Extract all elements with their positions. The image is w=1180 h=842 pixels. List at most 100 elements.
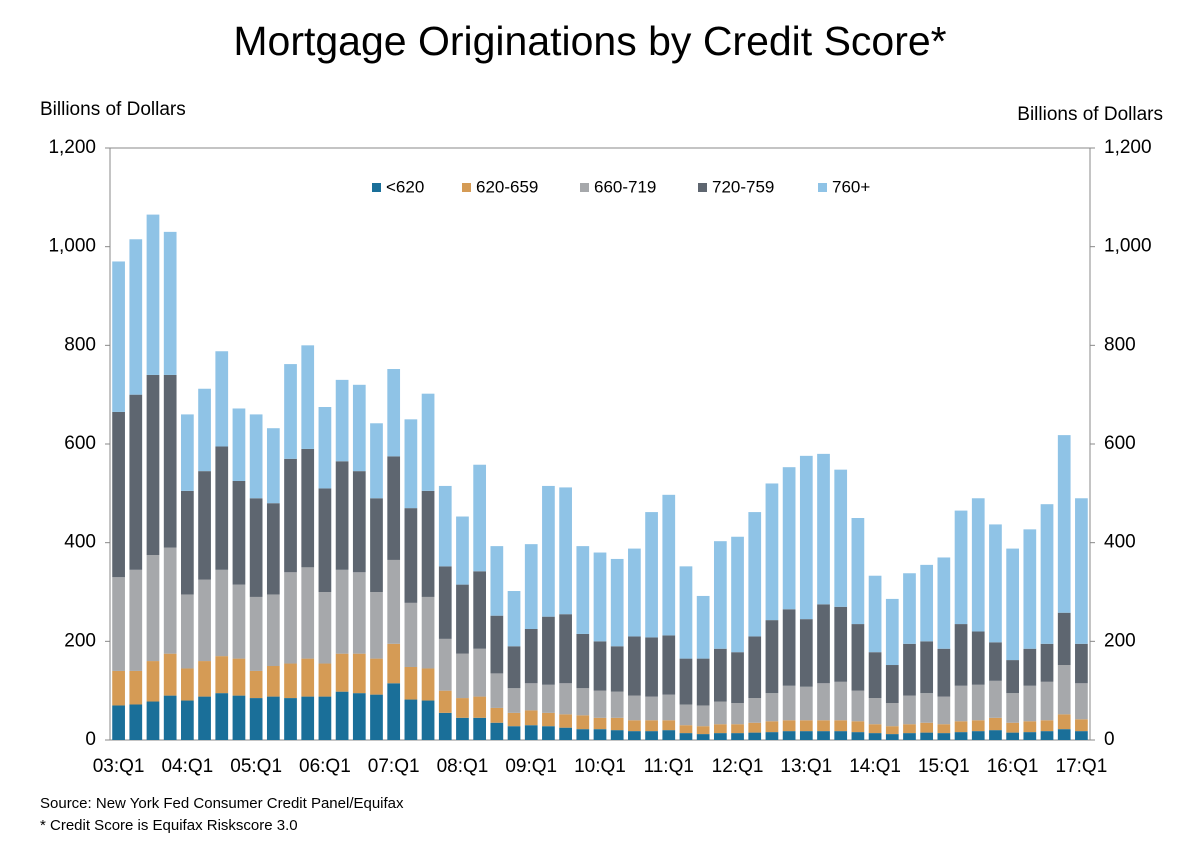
bar-segment (903, 733, 916, 740)
bar-segment (524, 683, 538, 711)
bar-segment (456, 516, 469, 585)
bar-segment (318, 696, 332, 740)
bar-segment (971, 684, 985, 721)
bar-segment (954, 510, 968, 625)
bar-segment (1023, 732, 1037, 740)
bar-segment (387, 456, 401, 560)
bar-segment (473, 571, 487, 649)
bar-segment (232, 695, 246, 740)
bar-segment (868, 575, 882, 653)
bar-segment (438, 638, 452, 691)
bar-segment (851, 732, 865, 740)
bar-segment (370, 658, 383, 695)
bar-segment (576, 715, 590, 730)
bar-segment (748, 698, 762, 723)
bar-segment (679, 704, 693, 726)
bar-segment (1075, 731, 1088, 740)
bar-segment (284, 364, 297, 459)
bar-segment (782, 731, 796, 740)
bar-segment (937, 648, 951, 697)
bar-segment (559, 727, 572, 740)
bar-segment (421, 596, 435, 669)
bar-segment (1006, 732, 1019, 740)
y-axis-label: Billions of Dollars (40, 99, 186, 120)
bar-segment (834, 720, 848, 732)
bar-segment (868, 698, 882, 725)
bar-segment (679, 658, 693, 705)
bar-segment (352, 384, 366, 472)
bar-segment (731, 536, 744, 653)
bar-segment (971, 731, 985, 740)
bar-segment (817, 731, 830, 740)
bar-segment (318, 488, 332, 592)
bar-segment (937, 724, 951, 734)
bar-segment (404, 666, 418, 700)
bar-segment (421, 668, 435, 701)
bar-segment (989, 524, 1002, 643)
bar-segment (146, 214, 160, 375)
bar-segment (1057, 612, 1071, 666)
bar-segment (163, 695, 177, 740)
bar-segment (524, 544, 538, 629)
bar-segment (1040, 731, 1054, 740)
x-tick-label: 09:Q1 (505, 756, 557, 777)
x-tick-label: 14:Q1 (849, 756, 901, 777)
bar-segment (181, 490, 194, 595)
bar-segment (576, 633, 590, 689)
bar-segment (989, 642, 1002, 681)
bar-segment (1006, 660, 1019, 694)
bar-segment (507, 591, 521, 647)
bar-segment (456, 717, 469, 740)
bar-segment (645, 512, 658, 638)
bar-segment (645, 696, 658, 721)
bar-segment (146, 701, 160, 740)
bar-segment (851, 624, 865, 691)
y2-tick-label: 1,000 (1104, 236, 1152, 257)
legend-label: 660-719 (594, 177, 656, 196)
bar-segment (335, 691, 349, 740)
bar-segment (404, 699, 418, 740)
source-note: Source: New York Fed Consumer Credit Pan… (40, 795, 404, 812)
bar-segment (817, 720, 830, 732)
bar-segment (1057, 665, 1071, 715)
bar-segment (490, 615, 504, 674)
bar-segment (1006, 548, 1019, 661)
bar-segment (352, 572, 366, 654)
bar-segment (129, 394, 143, 570)
bar-segment (559, 487, 572, 615)
bar-segment (112, 705, 125, 740)
bar-segment (146, 661, 160, 702)
bar-segment (628, 636, 641, 696)
bar-segment (335, 653, 349, 692)
bar-segment (576, 546, 590, 634)
legend-label: <620 (386, 177, 424, 196)
bar-segment (610, 691, 624, 718)
bar-segment (1075, 719, 1088, 732)
bar-segment (903, 695, 916, 725)
bar-segment (713, 648, 727, 702)
bar-segment (713, 724, 727, 734)
bar-segment (610, 558, 624, 647)
bar-segment (232, 584, 246, 659)
bar-segment (920, 641, 934, 694)
bar-segment (1075, 643, 1088, 684)
bar-segment (920, 693, 934, 723)
bar-segment (473, 696, 487, 718)
bar-segment (851, 690, 865, 722)
bar-segment (352, 653, 366, 694)
bar-segment (266, 666, 280, 697)
bar-segment (885, 734, 899, 740)
bar-segment (576, 729, 590, 740)
bar-segment (989, 730, 1002, 740)
bar-segment (920, 564, 934, 642)
bar-segment (696, 595, 710, 659)
bar-segment (198, 579, 211, 662)
bar-segment (146, 555, 160, 662)
bar-segment (404, 508, 418, 603)
y2-tick-label: 800 (1104, 334, 1136, 355)
bar-segment (232, 481, 246, 585)
bar-segment (266, 503, 280, 595)
legend-label: 760+ (832, 177, 870, 196)
bar-segment (249, 698, 263, 740)
